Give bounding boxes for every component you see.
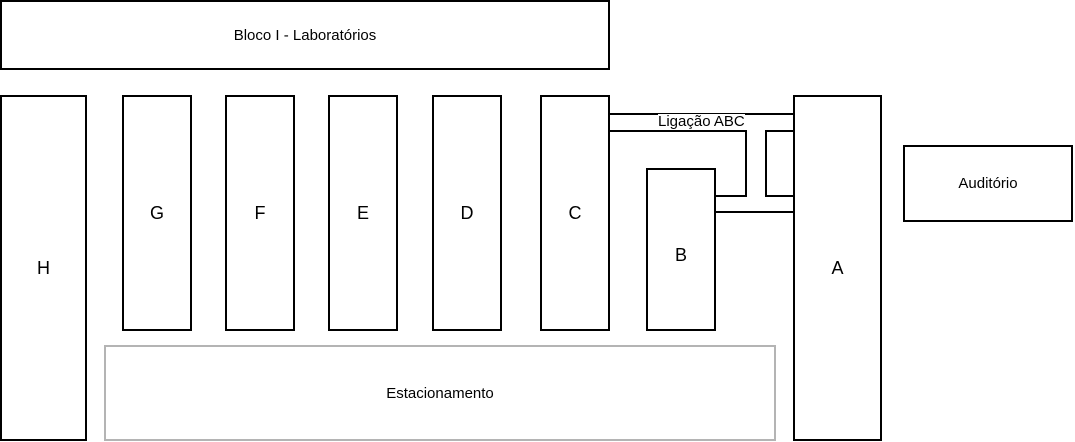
block-d: D xyxy=(432,95,502,331)
block-e: E xyxy=(328,95,398,331)
bloco-i-label: Bloco I - Laboratórios xyxy=(233,26,377,44)
block-b-label: B xyxy=(674,245,687,265)
estacionamento-area: Estacionamento xyxy=(104,345,776,441)
auditorio-block: Auditório xyxy=(903,145,1073,222)
bloco-i-laboratorios: Bloco I - Laboratórios xyxy=(0,0,610,70)
block-f: F xyxy=(225,95,295,331)
block-g: G xyxy=(122,95,192,331)
block-e-label: E xyxy=(356,202,369,223)
block-b: B xyxy=(646,168,716,331)
block-f-label: F xyxy=(254,202,266,223)
block-a: A xyxy=(793,95,882,441)
block-a-label: A xyxy=(831,257,844,278)
block-d-label: D xyxy=(460,202,474,223)
block-h-label: H xyxy=(37,257,50,278)
block-c-label: C xyxy=(568,202,582,223)
block-g-label: G xyxy=(149,202,164,223)
ligacao-abc-label: Ligação ABC xyxy=(658,113,745,130)
block-h: H xyxy=(0,95,87,441)
auditorio-label: Auditório xyxy=(958,175,1018,192)
ligacao-line-a-loop xyxy=(765,130,793,197)
block-c: C xyxy=(540,95,610,331)
estacionamento-label: Estacionamento xyxy=(386,384,494,402)
